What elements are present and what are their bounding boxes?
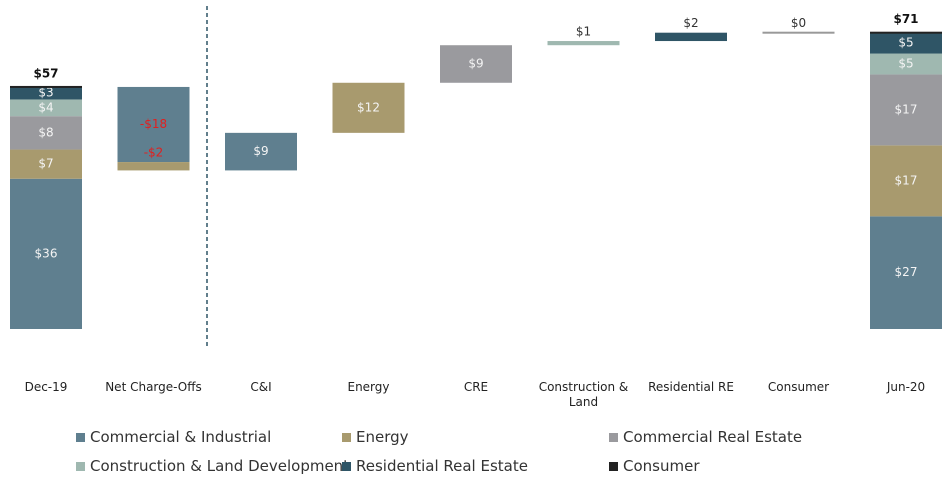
legend-swatch: [76, 432, 85, 442]
bar: [10, 86, 82, 100]
x-tick-label: Residential RE: [648, 380, 734, 394]
x-tick-label: Net Charge-Offs: [105, 380, 202, 394]
x-tick-label: Dec-19: [24, 380, 68, 394]
x-tick-label: Jun-20: [886, 380, 926, 394]
legend-label: Energy: [356, 428, 409, 446]
value-label: $5: [898, 56, 913, 70]
bar: [10, 178, 82, 329]
bar: [870, 216, 942, 329]
legend-entry: Energy: [342, 428, 409, 446]
legend-label: Residential Real Estate: [356, 457, 528, 475]
bar: [870, 31, 942, 34]
value-label: $5: [898, 36, 913, 50]
x-tick-label: C&I: [250, 380, 272, 394]
bar: [870, 53, 942, 75]
bar: [655, 32, 727, 42]
legend-entry: Construction & Land Development: [76, 457, 349, 475]
legend-label: Construction & Land Development: [90, 457, 350, 475]
bar: [225, 132, 297, 171]
value-label: $0: [791, 16, 806, 30]
bar: [117, 162, 190, 171]
legend-swatch: [609, 432, 618, 442]
value-label: $27: [895, 265, 918, 279]
bar: [10, 99, 82, 117]
bar: [440, 45, 512, 83]
bar: [10, 149, 82, 179]
legend-entry: Consumer: [609, 457, 700, 475]
x-tick-label: CRE: [463, 380, 489, 394]
value-label: $17: [895, 173, 918, 187]
value-label: $8: [38, 125, 53, 139]
value-label: $7: [38, 157, 53, 171]
value-label: $17: [895, 102, 918, 116]
value-label: $4: [38, 100, 53, 114]
x-tick-label: Consumer: [767, 380, 830, 394]
x-tick-label: Energy: [347, 380, 390, 394]
value-label: $3: [38, 86, 53, 100]
chart: $36 $7 $8 $4$3 $57 -$18 -$2 $9 $12 $9 $1 $2 $0 $27 $17…: [10, 6, 942, 348]
value-label: $2: [683, 16, 698, 30]
value-label: $36: [35, 246, 58, 260]
total-label: $57: [33, 66, 58, 80]
legend-entry: Commercial & Industrial: [76, 428, 271, 446]
value-label: $9: [253, 144, 268, 158]
bar: [332, 82, 405, 133]
value-label: $1: [576, 25, 591, 39]
legend-entry: Residential Real Estate: [342, 457, 528, 475]
value-label: $9: [468, 56, 483, 70]
value-label: -$18: [140, 117, 167, 131]
value-label: -$2: [144, 146, 164, 160]
bar: [10, 116, 82, 150]
x-tick-label: Construction & Land: [538, 380, 629, 409]
bar: [762, 31, 835, 34]
legend-entry: Commercial Real Estate: [609, 428, 802, 446]
legend-label: Commercial Real Estate: [623, 428, 803, 446]
bar: [870, 145, 942, 217]
bar: [870, 32, 942, 54]
bar: [117, 86, 190, 163]
bar: [547, 41, 620, 46]
legend-label: Commercial & Industrial: [90, 428, 272, 446]
legend-swatch: [609, 461, 618, 471]
legend-swatch: [342, 461, 351, 471]
legend-swatch: [342, 432, 351, 442]
bar: [10, 85, 82, 88]
legend-label: Consumer: [623, 457, 700, 475]
value-label: $12: [357, 100, 380, 114]
legend-swatch: [76, 461, 85, 471]
bar: [870, 74, 942, 146]
total-label: $71: [893, 12, 918, 26]
